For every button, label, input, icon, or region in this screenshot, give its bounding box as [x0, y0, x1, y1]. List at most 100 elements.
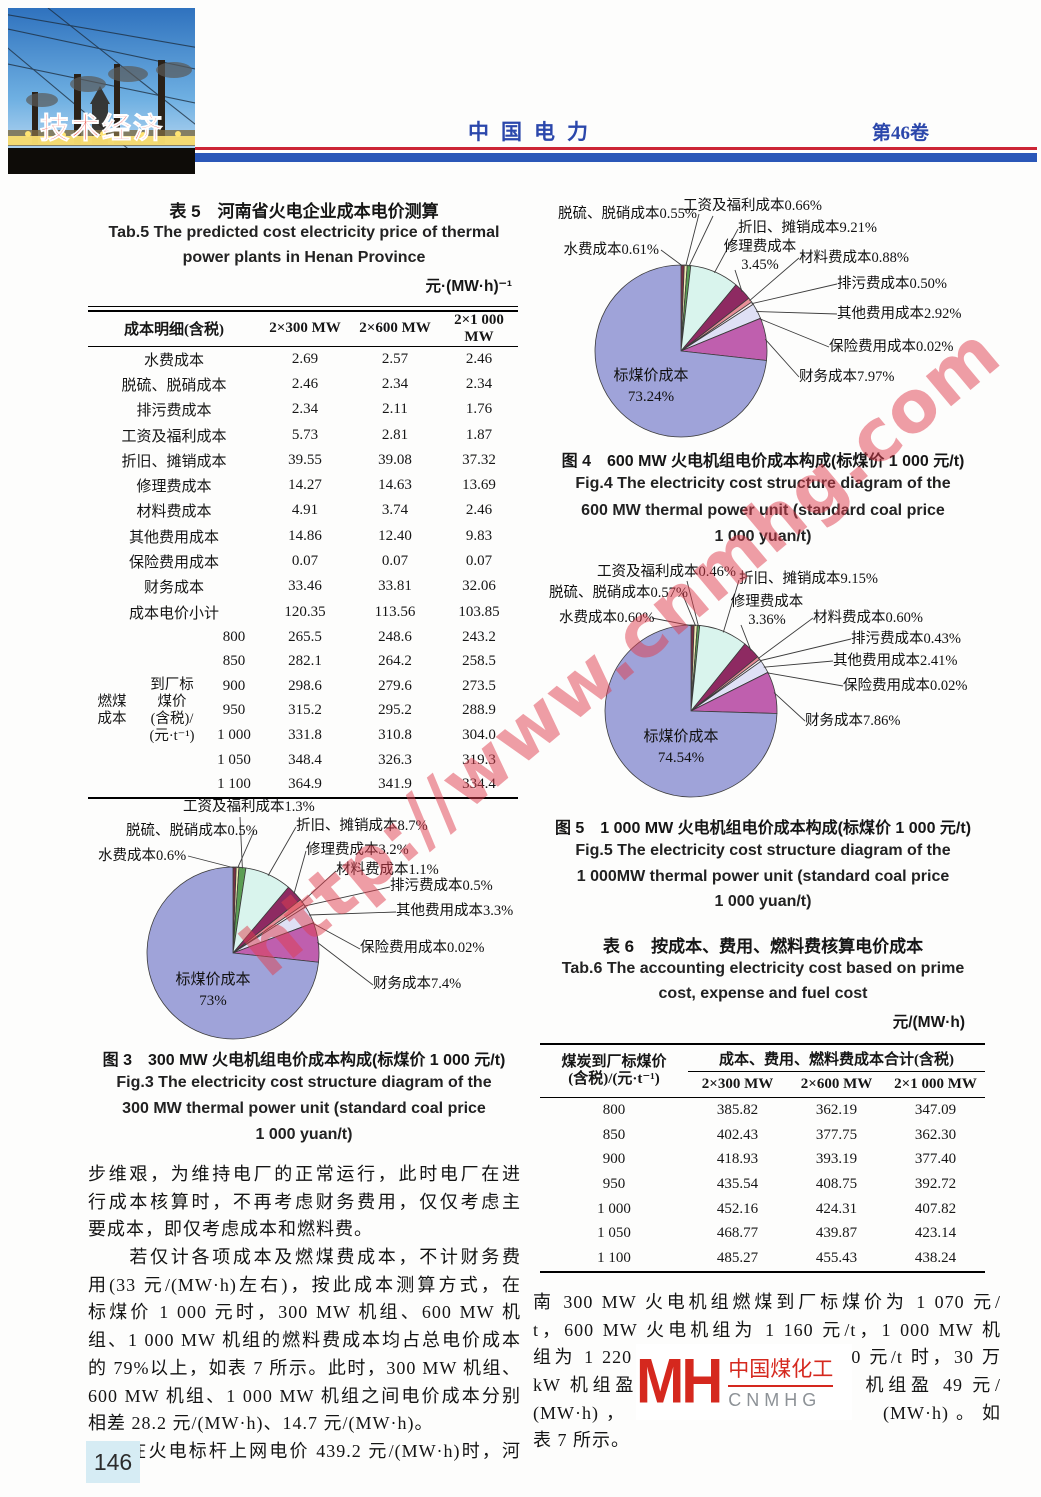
table-cell: 113.56	[374, 603, 416, 620]
table-cell: 1 050	[217, 751, 251, 768]
table-cell: 0.07	[291, 553, 319, 570]
table-cell: 折旧、摊销成本	[121, 453, 227, 470]
pie-slice-label: 材料费成本0.60%	[813, 610, 923, 626]
table-cell: 1 000	[597, 1200, 631, 1217]
table-cell: 900	[602, 1151, 626, 1168]
table6-col1-header: 煤炭到厂标煤价 (含税)/(元·t⁻¹)	[540, 1044, 688, 1098]
table5-unit: 元·(MW·h)⁻¹	[425, 278, 513, 295]
table-cell: 14.63	[378, 477, 412, 494]
table6-header-row1: 煤炭到厂标煤价 (含税)/(元·t⁻¹) 成本、费用、燃料费成本合计(含税)	[540, 1044, 986, 1098]
leader-line	[660, 249, 683, 267]
pie-slice-label: 其他费用成本2.92%	[837, 306, 962, 322]
text-line: 相差 28.2 元/(MW·h)、14.7 元/(MW·h)。	[88, 1413, 434, 1434]
cnmhg-logo-name-en: CNMHG	[728, 1390, 822, 1410]
pie-slice-label: 排污费成本0.50%	[837, 276, 947, 292]
leader-line	[751, 283, 838, 305]
table6-header-row2: 2×300 MW 2×600 MW 2×1 000 MW	[540, 1071, 986, 1098]
table-cell: 392.72	[914, 1175, 957, 1192]
table-cell: 9.83	[465, 527, 493, 544]
table-cell: 455.43	[815, 1249, 858, 1266]
table6-title-en1: Tab.6 The accounting electricity cost ba…	[561, 960, 965, 977]
table-cell: 800	[602, 1101, 626, 1118]
pie-slice-label: 折旧、摊销成本8.7%	[296, 818, 428, 834]
pie-slice-label: 保险费用成本0.02%	[360, 940, 485, 956]
section-label: 技术经济	[40, 111, 164, 145]
fig4-caption-en1: Fig.4 The electricity cost structure dia…	[575, 475, 951, 492]
pie-slice-label: 排污费成本0.43%	[851, 631, 961, 647]
text-line: 行成本核算时，不再考虑财务费用，仅仅考虑主	[88, 1191, 521, 1212]
table-cell: 4.91	[291, 502, 319, 519]
table-cell: 265.5	[288, 628, 322, 645]
table6-unit: 元/(MW·h)	[892, 1014, 965, 1031]
text-line: 组、1 000 MW 机组的燃料费成本均占总电价成本	[88, 1330, 521, 1351]
table-cell: 435.54	[716, 1175, 759, 1192]
pie-slice-标煤价成本	[146, 866, 319, 1040]
table-row: 1 100 364.9 341.9 334.4	[88, 772, 518, 798]
leader-line	[187, 855, 235, 869]
table-cell: 468.77	[716, 1225, 759, 1242]
fig5-caption-en1: Fig.5 The electricity cost structure dia…	[575, 842, 951, 859]
table-cell: 377.40	[914, 1151, 957, 1168]
table5-col-header: 2×600 MW	[350, 310, 441, 347]
table-cell: 32.06	[462, 578, 496, 595]
table-cell: 2.57	[381, 350, 409, 367]
table-cell: 37.32	[462, 451, 496, 468]
volume-label: 第46卷	[872, 123, 930, 144]
table-cell: 362.19	[815, 1101, 858, 1118]
table-cell: 14.27	[288, 477, 322, 494]
table-cell: 1 000	[217, 726, 251, 743]
text-line: 在火电标杆上网电价 439.2 元/(MW·h)时，河	[88, 1440, 521, 1461]
table-row: 900 298.6 279.6 273.5	[88, 674, 518, 699]
pie-slice-label: 折旧、摊销成本9.21%	[738, 220, 877, 236]
table-cell: 279.6	[378, 677, 412, 694]
table-cell: 331.8	[288, 726, 322, 743]
table-cell: 377.75	[815, 1126, 858, 1143]
table-row: 其他费用成本 14.86 12.40 9.83	[88, 524, 518, 549]
table-cell: 0.07	[465, 553, 493, 570]
pie-main-label: 标煤价成本 73.24%	[613, 368, 689, 405]
chimneys	[32, 60, 165, 144]
leader-line	[237, 830, 255, 869]
leader-line	[740, 624, 752, 651]
table-row: 950 435.54 408.75 392.72	[540, 1172, 985, 1197]
leader-line	[759, 638, 852, 662]
pie-slice-label: 水费成本0.60%	[559, 610, 655, 626]
table5: 成本明细(含税) 2×300 MW 2×600 MW 2×1 000 MW 水费…	[88, 306, 519, 799]
fig3-pie-chart: 水费成本0.6% 脱硫、脱硝成本0.5% 工资及福利成本1.3% 折旧、摊销成本8.7…	[88, 798, 520, 1046]
table-cell: 其他费用成本	[129, 529, 220, 546]
table-cell: 燃煤 成本	[97, 693, 127, 727]
text-line: 步维艰，为维持电厂的正常运行，此时电厂在进	[88, 1164, 521, 1184]
table-cell: 2.81	[381, 426, 409, 443]
table6: 煤炭到厂标煤价 (含税)/(元·t⁻¹) 成本、费用、燃料费成本合计(含税) 2…	[540, 1043, 986, 1273]
table-cell: 2.34	[381, 375, 409, 392]
table-cell: 288.9	[462, 702, 496, 719]
leader-line	[308, 911, 397, 916]
table-row: 材料费成本 4.91 3.74 2.46	[88, 498, 518, 523]
fig3-caption-en3: 1 000 yuan/t)	[255, 1126, 353, 1143]
table-cell: 319.3	[462, 751, 496, 768]
table-cell: 1.76	[465, 401, 493, 418]
table5-col-header: 2×1 000 MW	[440, 310, 519, 347]
table-cell: 成本电价小计	[129, 605, 220, 622]
leader-line	[766, 672, 844, 687]
table-cell: 到厂标 煤价 (含税)/ (元·t⁻¹)	[149, 676, 195, 744]
leader-line	[267, 826, 297, 876]
pie-slice-label: 水费成本0.61%	[563, 242, 659, 258]
table-row: 排污费成本 2.34 2.11 1.76	[88, 397, 518, 422]
table-cell: 402.43	[716, 1126, 759, 1143]
journal-title: 中国电力	[468, 120, 600, 144]
table-cell: 273.5	[462, 677, 496, 694]
table-cell: 347.09	[914, 1101, 957, 1118]
cnmhg-logo-name-zh: 中国煤化工	[728, 1353, 834, 1387]
header-photo: 技术经济	[2, 7, 201, 175]
table-cell: 1 050	[597, 1225, 631, 1242]
pie-slice-label: 工资及福利成本0.46%	[597, 564, 736, 580]
fig4-pie-chart: 水费成本0.61% 脱硫、脱硝成本0.55% 工资及福利成本0.66% 折旧、摊销成本…	[533, 198, 1001, 448]
table6-title-en2: cost, expense and fuel cost	[658, 985, 868, 1002]
table6-title-zh: 表 6 按成本、费用、燃料费核算电价成本	[602, 937, 924, 956]
table-cell: 1.87	[465, 426, 493, 443]
fig4-caption-en3: 1 000 yuan/t)	[714, 528, 812, 545]
table-cell: 295.2	[378, 702, 412, 719]
table-row: 1 000 452.16 424.31 407.82	[540, 1197, 985, 1222]
pie-slice-label: 财务成本7.97%	[799, 369, 895, 385]
